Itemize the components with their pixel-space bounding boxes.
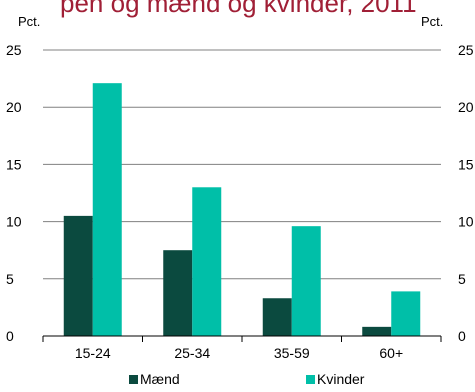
x-tick-label-25-34: 25-34 [174,345,210,361]
legend-swatch-kvinder [306,375,315,384]
bar-kvinder-25-34 [192,187,222,336]
legend-label-m-nd: Mænd [140,371,180,387]
y-tick-right-5: 5 [458,271,466,287]
y-tick-right-25: 25 [458,42,474,58]
right-y-axis: 0 5 10 15 20 25 [458,42,474,344]
y-tick-left-5: 5 [6,271,14,287]
legend: Mænd Kvinder [129,371,365,387]
x-tick-label-15-24: 15-24 [75,345,111,361]
x-axis: 15-24 25-34 35-59 60+ [42,335,442,361]
bar-m-nd-60+ [362,326,392,336]
y-tick-left-15: 15 [6,156,22,172]
bar-m-nd-25-34 [163,250,193,336]
chart-title: pen og mænd og kvinder, 2011 [60,0,417,18]
y-tick-right-20: 20 [458,99,474,115]
title-area: pen og mænd og kvinder, 2011 [60,0,417,18]
bar-kvinder-60+ [391,291,421,336]
y-tick-right-0: 0 [458,328,466,344]
x-tick-label-35-59: 35-59 [274,345,310,361]
y-tick-left-25: 25 [6,42,22,58]
right-unit-label: Pct. [421,14,443,29]
left-y-axis: 0 5 10 15 20 25 [6,42,22,344]
legend-label-kvinder: Kvinder [317,371,365,387]
bar-kvinder-35-59 [291,226,321,336]
y-tick-right-15: 15 [458,156,474,172]
x-tick-label-60+: 60+ [379,345,403,361]
left-unit-label: Pct. [18,14,40,29]
y-tick-right-10: 10 [458,214,474,230]
y-tick-left-10: 10 [6,214,22,230]
legend-swatch-m-nd [129,375,138,384]
y-tick-left-0: 0 [6,328,14,344]
bars [63,83,421,337]
bar-kvinder-15-24 [92,83,122,337]
bar-m-nd-15-24 [63,215,93,336]
y-tick-left-20: 20 [6,99,22,115]
bar-m-nd-35-59 [262,298,292,336]
